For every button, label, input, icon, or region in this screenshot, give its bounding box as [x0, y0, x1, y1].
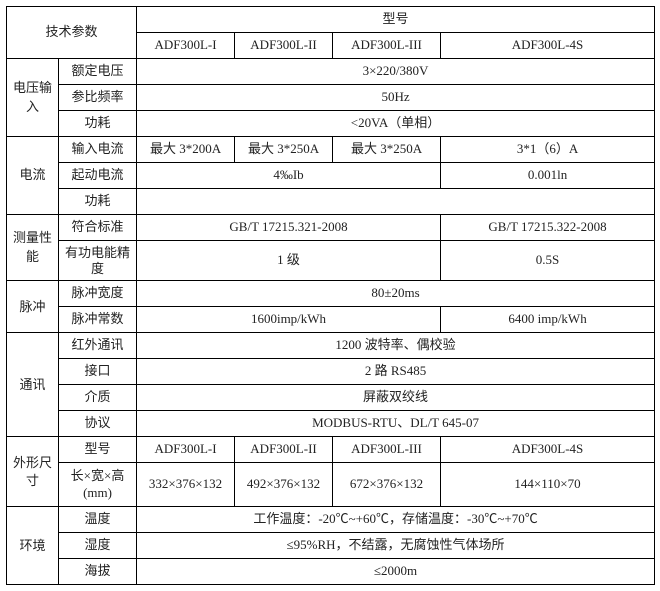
- dim-model-1: ADF300L-II: [235, 437, 333, 463]
- spec-table: 技术参数 型号 ADF300L-I ADF300L-II ADF300L-III…: [6, 6, 655, 585]
- model-3: ADF300L-4S: [441, 33, 655, 59]
- alt-label: 海拔: [59, 559, 137, 585]
- input-current-1: 最大 3*250A: [235, 137, 333, 163]
- rated-voltage-label: 额定电压: [59, 59, 137, 85]
- std-label: 符合标准: [59, 215, 137, 241]
- current-power-label: 功耗: [59, 189, 137, 215]
- pulse-const-right: 6400 imp/kWh: [441, 307, 655, 333]
- start-current-left: 4‰Ib: [137, 163, 441, 189]
- voltage-power-value: <20VA（单相）: [137, 111, 655, 137]
- pulse-group: 脉冲: [7, 281, 59, 333]
- model-2: ADF300L-III: [333, 33, 441, 59]
- if-value: 2 路 RS485: [137, 359, 655, 385]
- env-group: 环境: [7, 507, 59, 585]
- input-current-0: 最大 3*200A: [137, 137, 235, 163]
- proto-value: MODBUS-RTU、DL/T 645-07: [137, 411, 655, 437]
- voltage-power-label: 功耗: [59, 111, 137, 137]
- dim-size-3: 144×110×70: [441, 463, 655, 507]
- current-power-value: [137, 189, 655, 215]
- start-current-right: 0.001ln: [441, 163, 655, 189]
- input-current-3: 3*1（6）A: [441, 137, 655, 163]
- model-0: ADF300L-I: [137, 33, 235, 59]
- dim-size-0: 332×376×132: [137, 463, 235, 507]
- media-label: 介质: [59, 385, 137, 411]
- alt-value: ≤2000m: [137, 559, 655, 585]
- dim-model-0: ADF300L-I: [137, 437, 235, 463]
- accuracy-label: 有功电能精度: [59, 241, 137, 281]
- start-current-label: 起动电流: [59, 163, 137, 189]
- std-left: GB/T 17215.321-2008: [137, 215, 441, 241]
- freq-label: 参比频率: [59, 85, 137, 111]
- pulse-width-value: 80±20ms: [137, 281, 655, 307]
- model-header: 型号: [137, 7, 655, 33]
- freq-value: 50Hz: [137, 85, 655, 111]
- dim-model-label: 型号: [59, 437, 137, 463]
- comm-group: 通讯: [7, 333, 59, 437]
- ir-label: 红外通讯: [59, 333, 137, 359]
- accuracy-left: 1 级: [137, 241, 441, 281]
- input-current-label: 输入电流: [59, 137, 137, 163]
- media-value: 屏蔽双绞线: [137, 385, 655, 411]
- dim-model-3: ADF300L-4S: [441, 437, 655, 463]
- std-right: GB/T 17215.322-2008: [441, 215, 655, 241]
- pulse-const-label: 脉冲常数: [59, 307, 137, 333]
- input-current-2: 最大 3*250A: [333, 137, 441, 163]
- temp-value: 工作温度：-20℃~+60℃，存储温度：-30℃~+70℃: [137, 507, 655, 533]
- param-header: 技术参数: [7, 7, 137, 59]
- measure-group: 测量性能: [7, 215, 59, 281]
- dim-model-2: ADF300L-III: [333, 437, 441, 463]
- hum-value: ≤95%RH，不结露，无腐蚀性气体场所: [137, 533, 655, 559]
- proto-label: 协议: [59, 411, 137, 437]
- if-label: 接口: [59, 359, 137, 385]
- pulse-const-left: 1600imp/kWh: [137, 307, 441, 333]
- hum-label: 湿度: [59, 533, 137, 559]
- model-1: ADF300L-II: [235, 33, 333, 59]
- temp-label: 温度: [59, 507, 137, 533]
- pulse-width-label: 脉冲宽度: [59, 281, 137, 307]
- dim-size-2: 672×376×132: [333, 463, 441, 507]
- dim-group: 外形尺寸: [7, 437, 59, 507]
- voltage-group: 电压输入: [7, 59, 59, 137]
- current-group: 电流: [7, 137, 59, 215]
- ir-value: 1200 波特率、偶校验: [137, 333, 655, 359]
- dim-size-label: 长×宽×高(mm): [59, 463, 137, 507]
- dim-size-1: 492×376×132: [235, 463, 333, 507]
- accuracy-right: 0.5S: [441, 241, 655, 281]
- rated-voltage-value: 3×220/380V: [137, 59, 655, 85]
